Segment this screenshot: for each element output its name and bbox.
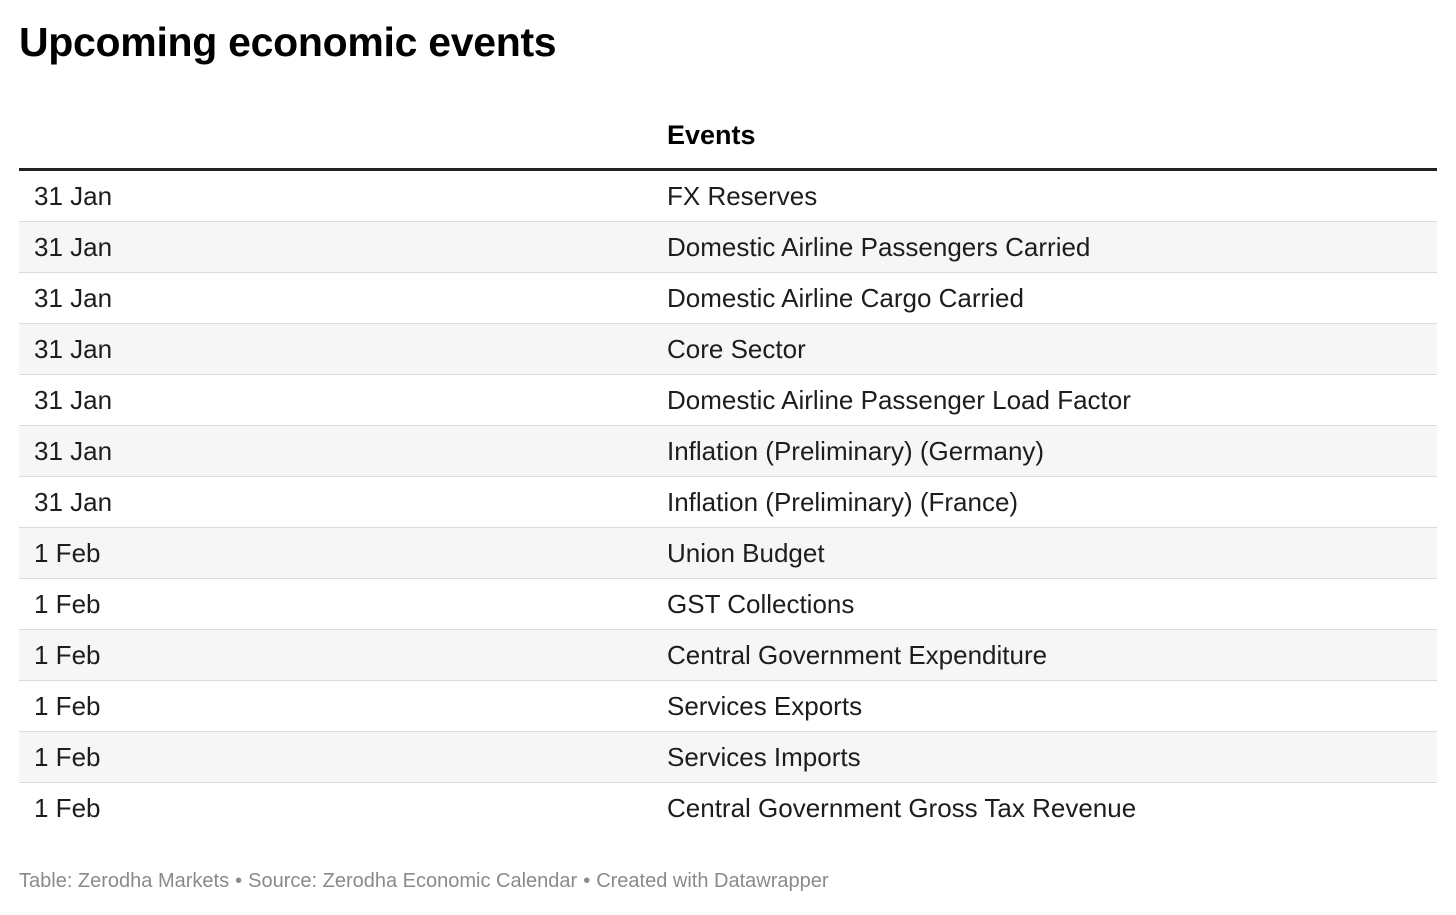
event-name-cell: Domestic Airline Cargo Carried xyxy=(652,272,1437,324)
footer-separator: • xyxy=(583,870,591,892)
event-date-cell: 1 Feb xyxy=(19,527,652,579)
event-date-cell: 31 Jan xyxy=(19,221,652,273)
table-header: Events xyxy=(19,102,1437,171)
event-name-cell: Central Government Gross Tax Revenue xyxy=(667,792,1137,823)
event-date-cell: 1 Feb xyxy=(19,629,652,681)
table-row: 1 Feb Union Budget xyxy=(19,527,1437,579)
event-name-cell: Domestic Airline Passengers Carried xyxy=(652,221,1437,273)
table-row: 31 Jan Domestic Airline Passenger Load Fa… xyxy=(19,374,1437,426)
table-row: 31 Jan Inflation (Preliminary) (Germany) xyxy=(19,425,1437,477)
column-header-date xyxy=(19,102,652,171)
header-row: Events xyxy=(19,102,1437,171)
event-name-cell: FX Reserves xyxy=(652,169,1437,222)
event-date-cell: 31 Jan xyxy=(19,425,652,477)
event-date-cell: 1 Feb xyxy=(34,792,101,823)
table-row: 1 Feb GST Collections xyxy=(19,578,1437,630)
table-row: 31 Jan Domestic Airline Passengers Carrie… xyxy=(19,221,1437,273)
event-name-cell: Services Exports xyxy=(652,680,1437,732)
event-date-cell: 1 Feb xyxy=(19,731,652,783)
event-name-cell: Union Budget xyxy=(652,527,1437,579)
event-name-cell: GST Collections xyxy=(652,578,1437,630)
table-row: 31 Jan FX Reserves xyxy=(19,169,1437,222)
event-date-cell: 1 Feb xyxy=(19,680,652,732)
table-row: 1 Feb Central Government Gross Tax Revenu… xyxy=(19,783,1437,834)
footer-separator: • xyxy=(235,870,243,892)
table-body: 31 Jan FX Reserves 31 Jan Domestic Airline … xyxy=(19,169,1437,834)
event-name-cell: Central Government Expenditure xyxy=(652,629,1437,681)
event-date-cell: 31 Jan xyxy=(19,374,652,426)
footer-credits: Table: Zerodha Markets • Source: Zerodha E… xyxy=(19,870,829,893)
datawrapper-credit: Created with Datawrapper xyxy=(596,870,829,892)
table-credit: Table: Zerodha Markets xyxy=(19,870,230,892)
event-name-cell: Domestic Airline Passenger Load Factor xyxy=(652,374,1437,426)
table-row: 31 Jan Inflation (Preliminary) (France) xyxy=(19,476,1437,528)
event-name-cell: Inflation (Preliminary) (France) xyxy=(652,476,1437,528)
column-header-events: Events xyxy=(652,102,1437,171)
table-row: 31 Jan Domestic Airline Cargo Carried xyxy=(19,272,1437,324)
page-title: Upcoming economic events xyxy=(19,19,557,65)
event-date-cell: 31 Jan xyxy=(19,169,652,222)
table-row: 1 Feb Services Exports xyxy=(19,680,1437,732)
events-table: Events 31 Jan FX Reserves 31 Jan Domestic A… xyxy=(19,102,1437,833)
event-date-cell: 31 Jan xyxy=(19,323,652,375)
events-table-container: Events 31 Jan FX Reserves 31 Jan Domestic A… xyxy=(19,102,1437,833)
event-date-cell: 31 Jan xyxy=(19,272,652,324)
table-row: 31 Jan Core Sector xyxy=(19,323,1437,375)
source-credit: Source: Zerodha Economic Calendar xyxy=(248,870,578,892)
event-date-cell: 1 Feb xyxy=(19,578,652,630)
table-row: 1 Feb Services Imports xyxy=(19,731,1437,783)
table-row: 1 Feb Central Government Expenditure xyxy=(19,629,1437,681)
event-date-cell: 31 Jan xyxy=(19,476,652,528)
event-name-cell: Inflation (Preliminary) (Germany) xyxy=(652,425,1437,477)
event-name-cell: Core Sector xyxy=(652,323,1437,375)
event-name-cell: Services Imports xyxy=(652,731,1437,783)
